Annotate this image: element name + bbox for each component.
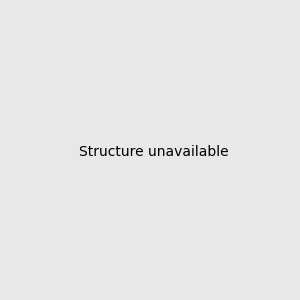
Text: Structure unavailable: Structure unavailable [79, 145, 229, 158]
